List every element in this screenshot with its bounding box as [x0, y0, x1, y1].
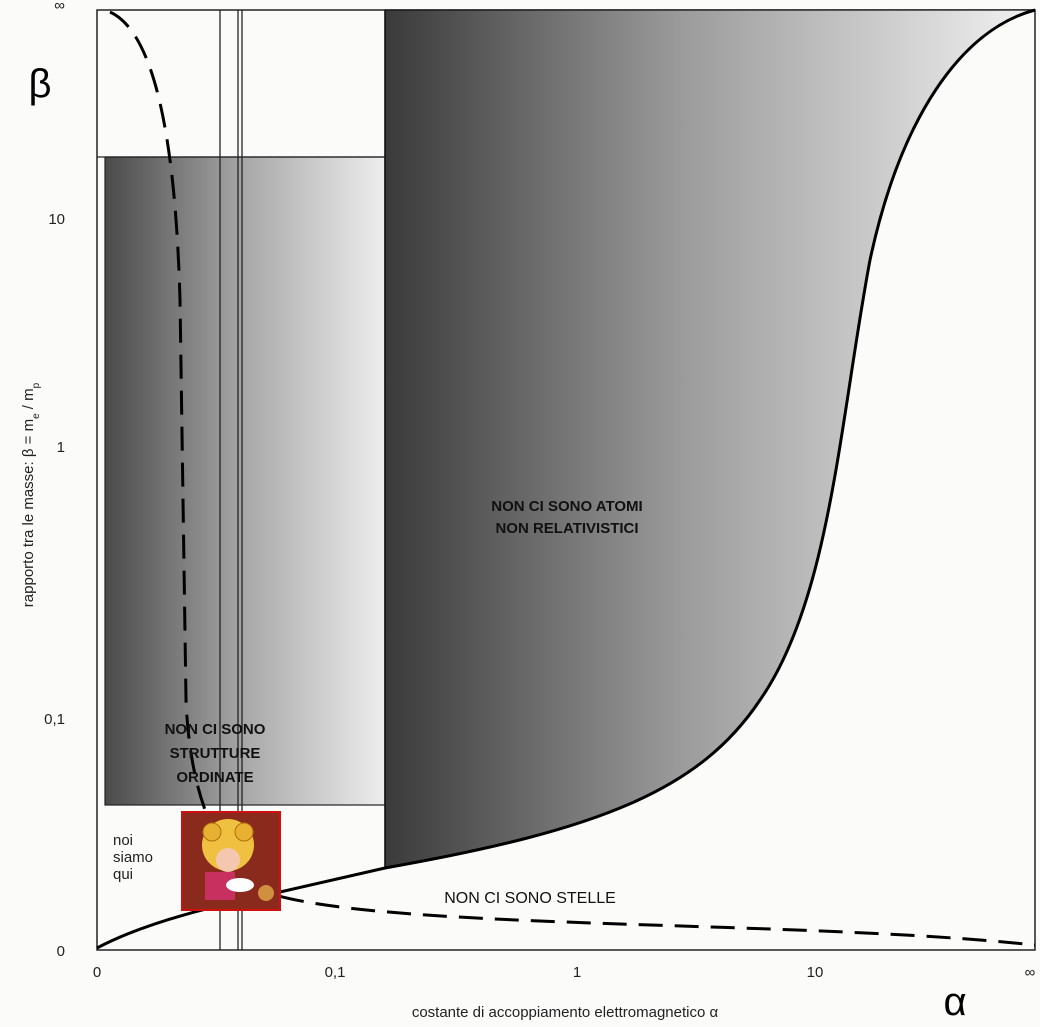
star-boundary-curve	[109, 10, 1036, 947]
region-label: NON CI SONO ATOMI	[491, 498, 642, 515]
x-tick-label: 10	[807, 964, 824, 981]
y-axis-label-sub: p	[31, 382, 42, 388]
region-label: qui	[113, 866, 133, 883]
y-axis-label: rapporto tra le masse: β = me / mp	[20, 382, 42, 607]
y-tick-label: 10	[48, 211, 65, 228]
x-tick-label: 1	[573, 964, 581, 981]
y-axis-label-sub: e	[31, 413, 42, 419]
x-symbol: α	[943, 980, 966, 1024]
region-label: STRUTTURE	[170, 745, 261, 762]
y-tick-label: ∞	[54, 0, 65, 14]
we-are-here-icon	[181, 811, 281, 911]
region-label: siamo	[113, 849, 153, 866]
y-symbol: β	[28, 62, 51, 106]
region-label: ORDINATE	[176, 769, 253, 786]
region-label: NON RELATIVISTICI	[495, 520, 638, 537]
x-axis-label: costante di accoppiamento elettromagneti…	[412, 1004, 719, 1021]
y-tick-label: 1	[57, 439, 65, 456]
y-tick-label: 0	[57, 943, 65, 960]
structures-region	[104, 156, 386, 806]
y-tick-label: 0,1	[44, 711, 65, 728]
x-tick-label: 0	[93, 964, 101, 981]
y-axis-label-part: rapporto tra le masse: β = m	[20, 419, 37, 607]
x-tick-label: ∞	[1025, 964, 1036, 981]
region-label: noi	[113, 832, 133, 849]
y-axis-label-part: / m	[20, 388, 37, 413]
x-tick-label: 0,1	[325, 964, 346, 981]
region-label: NON CI SONO	[165, 721, 266, 738]
region-label: NON CI SONO STELLE	[444, 890, 616, 907]
